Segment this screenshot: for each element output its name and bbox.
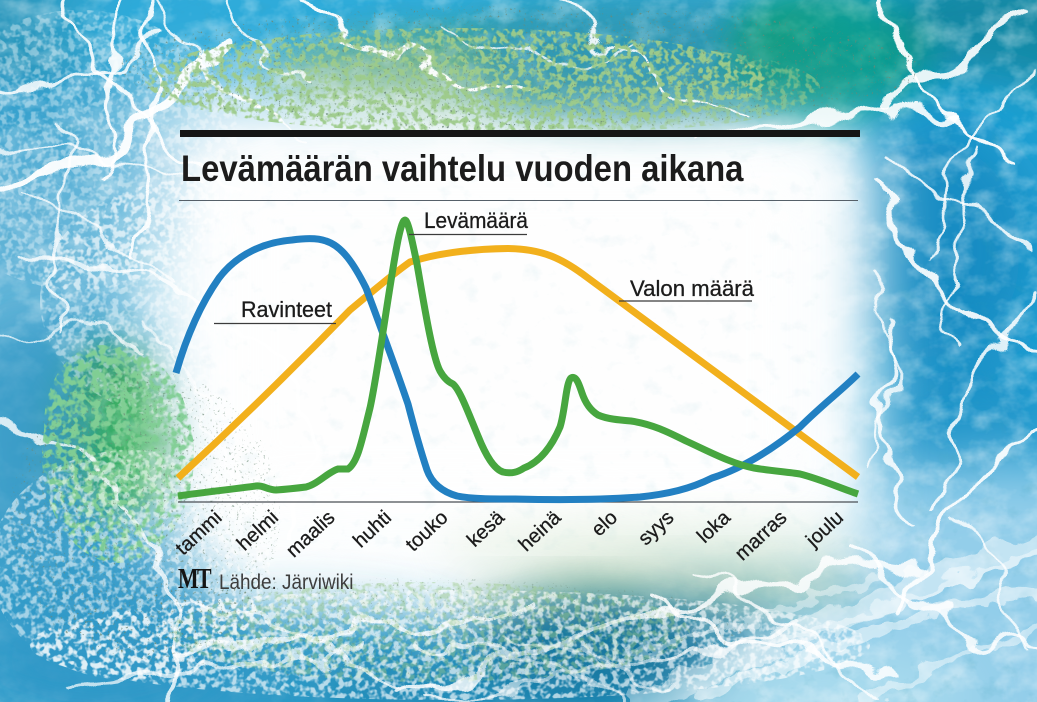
svg-text:elo: elo (587, 507, 622, 541)
svg-text:Levämäärä: Levämäärä (424, 208, 529, 233)
svg-text:syys: syys (634, 507, 678, 550)
svg-text:kesä: kesä (463, 506, 510, 551)
svg-text:touko: touko (402, 507, 453, 556)
svg-text:heinä: heinä (515, 506, 566, 556)
svg-text:loka: loka (693, 506, 735, 548)
svg-text:Ravinteet: Ravinteet (241, 297, 332, 322)
svg-text:maalis: maalis (282, 507, 339, 563)
svg-text:Valon määrä: Valon määrä (630, 276, 755, 301)
svg-text:helmi: helmi (233, 507, 283, 556)
svg-text:huhti: huhti (349, 507, 396, 553)
svg-text:tammi: tammi (172, 507, 227, 560)
svg-text:joulu: joulu (801, 507, 848, 553)
svg-text:marras: marras (731, 507, 792, 566)
